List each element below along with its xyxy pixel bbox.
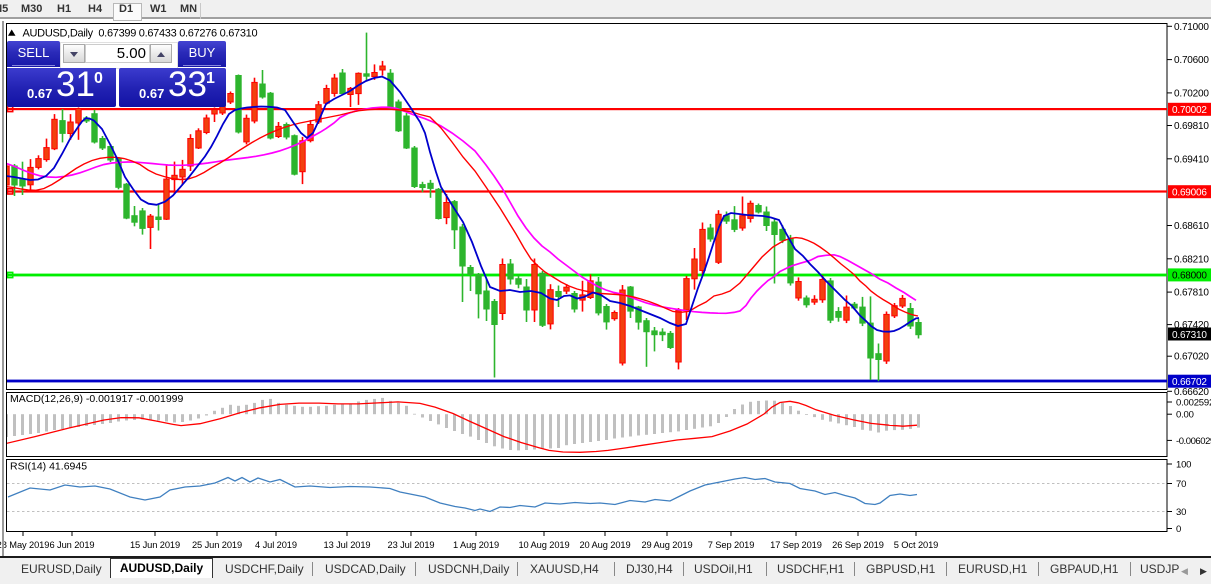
svg-text:0.70600: 0.70600 <box>1174 55 1209 66</box>
svg-text:28 May 2019: 28 May 2019 <box>0 540 49 550</box>
svg-text:0.70002: 0.70002 <box>1172 105 1207 116</box>
svg-text:0.002592: 0.002592 <box>1176 398 1211 409</box>
svg-text:0.69006: 0.69006 <box>1172 188 1207 199</box>
svg-text:26 Sep 2019: 26 Sep 2019 <box>832 540 884 550</box>
svg-text:0.67420: 0.67420 <box>1174 320 1209 331</box>
svg-text:25 Jun 2019: 25 Jun 2019 <box>192 540 242 550</box>
svg-text:0.69410: 0.69410 <box>1174 154 1209 165</box>
svg-text:0.00: 0.00 <box>1176 410 1194 421</box>
svg-text:6 Jun 2019: 6 Jun 2019 <box>49 540 94 550</box>
svg-text:0.66620: 0.66620 <box>1174 387 1209 398</box>
svg-text:-0.006029: -0.006029 <box>1176 436 1211 447</box>
svg-text:23 Jul 2019: 23 Jul 2019 <box>388 540 435 550</box>
svg-text:7 Sep 2019: 7 Sep 2019 <box>708 540 755 550</box>
svg-text:0: 0 <box>1176 524 1181 535</box>
svg-text:0.67810: 0.67810 <box>1174 288 1209 299</box>
svg-text:4 Jul 2019: 4 Jul 2019 <box>255 540 297 550</box>
svg-text:0.66702: 0.66702 <box>1172 377 1207 388</box>
svg-text:MACD(12,26,9) -0.001917 -0.001: MACD(12,26,9) -0.001917 -0.001999 <box>10 393 184 405</box>
svg-text:20 Aug 2019: 20 Aug 2019 <box>579 540 630 550</box>
svg-text:0.67020: 0.67020 <box>1174 352 1209 363</box>
svg-text:13 Jul 2019: 13 Jul 2019 <box>324 540 371 550</box>
svg-text:100: 100 <box>1176 460 1191 471</box>
svg-text:29 Aug 2019: 29 Aug 2019 <box>641 540 692 550</box>
svg-text:0.68210: 0.68210 <box>1174 254 1209 265</box>
svg-text:0.67310: 0.67310 <box>1172 330 1207 341</box>
svg-text:1 Aug 2019: 1 Aug 2019 <box>453 540 499 550</box>
svg-text:17 Sep 2019: 17 Sep 2019 <box>770 540 822 550</box>
svg-text:RSI(14) 41.6945: RSI(14) 41.6945 <box>10 461 87 473</box>
svg-text:AUDUSD,Daily 0.67399 0.67433: AUDUSD,Daily 0.67399 0.67433 0.67276 0.6… <box>23 28 258 40</box>
svg-text:10 Aug 2019: 10 Aug 2019 <box>518 540 569 550</box>
svg-text:30: 30 <box>1176 507 1186 518</box>
svg-text:15 Jun 2019: 15 Jun 2019 <box>130 540 180 550</box>
svg-text:5 Oct 2019: 5 Oct 2019 <box>894 540 938 550</box>
svg-text:0.70200: 0.70200 <box>1174 88 1209 99</box>
svg-text:0.68610: 0.68610 <box>1174 221 1209 232</box>
svg-text:0.71000: 0.71000 <box>1174 22 1209 33</box>
svg-text:70: 70 <box>1176 479 1186 490</box>
svg-text:0.68000: 0.68000 <box>1172 271 1207 282</box>
svg-text:0.69810: 0.69810 <box>1174 121 1209 132</box>
